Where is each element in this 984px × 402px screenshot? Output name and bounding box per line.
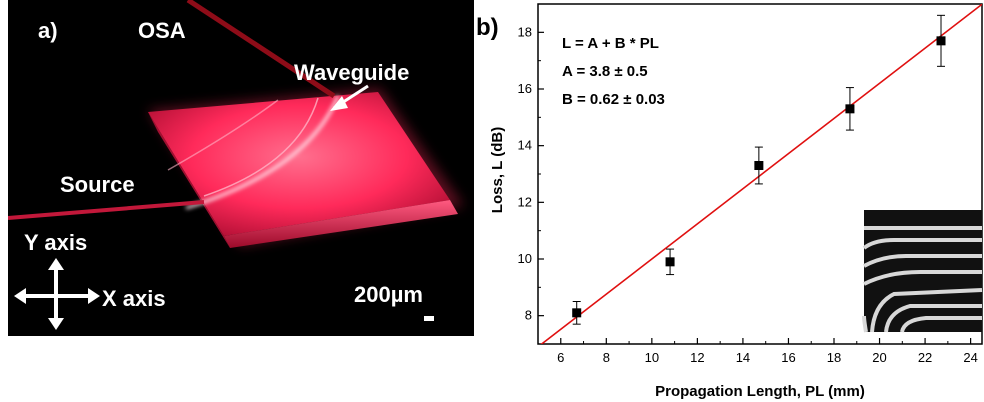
data-point [936, 14, 946, 67]
waveguide-label: Waveguide [294, 60, 410, 85]
x-tick-label: 20 [872, 350, 886, 365]
param-a-text: A = 3.8 ± 0.5 [562, 63, 648, 80]
data-point [845, 87, 855, 131]
inset-micrograph [862, 210, 983, 333]
x-tick-label: 12 [690, 350, 704, 365]
point-marker [665, 257, 675, 267]
param-b-text: B = 0.62 ± 0.03 [562, 91, 665, 108]
waveguide-arc [185, 95, 340, 210]
data-point [572, 301, 582, 325]
fit-line [540, 4, 982, 344]
panel-b-label: b) [476, 14, 499, 41]
point-marker [936, 36, 946, 46]
source-fiber [8, 200, 205, 220]
x-axis-title: Propagation Length, PL (mm) [655, 383, 865, 400]
x-tick-label: 6 [557, 350, 564, 365]
xy-axes-icon [14, 258, 100, 330]
equation-text: L = A + B * PL [562, 35, 659, 52]
panel-a-label: a) [38, 18, 58, 43]
photo-panel: a) OSA Waveguide Source Y axis X axis 20… [8, 0, 474, 336]
fit-line-group [540, 4, 982, 344]
osa-label: OSA [138, 18, 186, 43]
osa-fiber [186, 0, 336, 99]
data-points [572, 14, 946, 325]
x-axis-label: X axis [102, 286, 166, 311]
x-tick-label: 24 [963, 350, 977, 365]
y-axis-label: Y axis [24, 230, 88, 255]
loss-chart: 6 8 10 12 14 16 18 20 22 24 8 10 12 14 16 18 L = A + B … [489, 3, 983, 400]
scale-bar-label: 200µm [354, 282, 423, 307]
waveguide-arc-3 [167, 99, 279, 171]
y-tick-label: 14 [518, 138, 532, 153]
y-tick-label: 18 [518, 24, 532, 39]
x-tick-label: 8 [603, 350, 610, 365]
data-point [665, 248, 675, 276]
data-point [754, 146, 764, 185]
y-tick-label: 8 [525, 308, 532, 323]
x-tick-label: 10 [645, 350, 659, 365]
point-marker [754, 161, 764, 170]
chip-edge [224, 200, 458, 248]
point-marker [572, 308, 582, 318]
x-tick-label: 22 [918, 350, 932, 365]
chip-side [148, 112, 230, 248]
waveguide-arrowhead [330, 96, 348, 111]
y-tick-label: 10 [518, 251, 532, 266]
scale-bar [424, 316, 434, 321]
x-tick-label: 16 [781, 350, 795, 365]
x-tick-label: 18 [827, 350, 841, 365]
y-tick-label: 12 [518, 194, 532, 209]
waveguide-photo [8, 0, 464, 330]
chart-panel: 6 8 10 12 14 16 18 20 22 24 8 10 12 14 16 18 L = A + B … [474, 0, 984, 402]
waveguide-arc-2 [203, 97, 319, 197]
axes: 6 8 10 12 14 16 18 20 22 24 8 10 12 14 16 18 [518, 3, 983, 365]
source-label: Source [60, 172, 135, 197]
x-tick-label: 14 [736, 350, 750, 365]
y-tick-label: 16 [518, 81, 532, 96]
point-marker [845, 104, 855, 114]
y-axis-title: Loss, L (dB) [489, 127, 506, 213]
chip-top [148, 92, 450, 236]
